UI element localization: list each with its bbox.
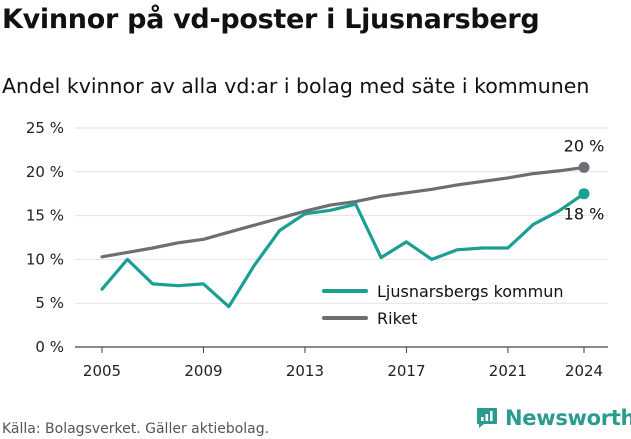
newsworthy-logo-icon (477, 408, 497, 428)
source-note: Källa: Bolagsverket. Gäller aktiebolag. (2, 421, 270, 437)
x-tick-label: 2021 (489, 362, 527, 380)
series-line-riket (100, 165, 586, 259)
end-point-kommun (578, 188, 590, 200)
y-tick-label: 0 % (35, 338, 64, 356)
x-tick-label: 2024 (565, 362, 603, 380)
y-tick-label: 20 % (26, 163, 64, 181)
end-label-kommun: 18 % (564, 205, 605, 224)
grid-layer (75, 127, 608, 348)
end-point-riket (578, 161, 590, 173)
x-tick-labels: 2005 2009 2013 2017 2021 2024 (83, 347, 603, 380)
series-layer: 20 % 18 % (100, 136, 605, 309)
end-label-riket: 20 % (564, 136, 605, 155)
legend-label-kommun: Ljusnarsbergs kommun (377, 282, 564, 301)
x-tick-label: 2013 (286, 362, 324, 380)
y-tick-label: 10 % (26, 250, 64, 268)
y-tick-labels: 0 % 5 % 10 % 15 % 20 % 25 % (26, 119, 64, 356)
x-tick-label: 2005 (83, 362, 121, 380)
chart-title: Kvinnor på vd-poster i Ljusnarsberg (2, 4, 540, 35)
x-tick-label: 2009 (184, 362, 222, 380)
y-tick-label: 15 % (26, 207, 64, 225)
series-line-kommun (100, 192, 586, 309)
chart-subtitle: Andel kvinnor av alla vd:ar i bolag med … (2, 74, 590, 98)
brand-logo: Newsworthy (475, 406, 631, 430)
y-tick-label: 25 % (26, 119, 64, 137)
legend-label-riket: Riket (377, 309, 417, 328)
y-tick-label: 5 % (35, 294, 64, 312)
line-chart: 0 %5 %10 %15 %20 %25 % 2005 2009 2013 2017 2… (26, 119, 608, 380)
x-tick-label: 2017 (387, 362, 425, 380)
legend: Ljusnarsbergs kommun Riket (322, 282, 564, 328)
brand-name: Newsworthy (505, 406, 631, 430)
